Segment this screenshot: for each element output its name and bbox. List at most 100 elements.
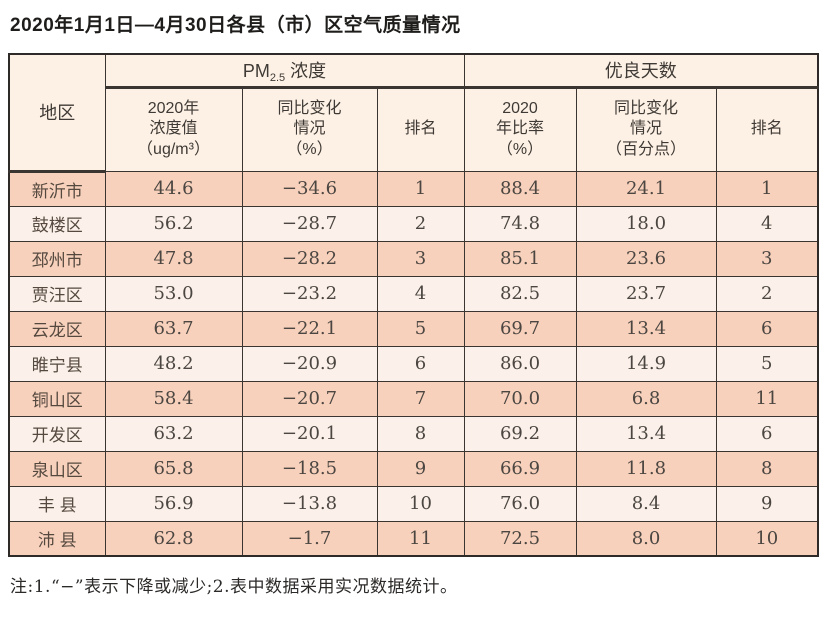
days-rank-cell: 1 [715, 170, 819, 207]
days-rate-cell: 70.0 [463, 380, 577, 417]
days-change-cell: 8.4 [575, 485, 717, 522]
days-rank-cell: 6 [715, 415, 819, 452]
pm25-label-subscript: 2.5 [269, 71, 286, 84]
days-rank-cell: 8 [715, 450, 819, 487]
region-cell: 贾汪区 [8, 275, 106, 312]
days-change-cell: 18.0 [575, 205, 717, 242]
pm-rank-cell: 10 [376, 485, 465, 522]
pm25-label-prefix: PM [242, 60, 270, 81]
region-cell: 睢宁县 [8, 345, 106, 382]
pm-change-cell: −20.7 [241, 380, 378, 417]
days-rank-cell: 11 [715, 380, 819, 417]
days-rank-cell: 6 [715, 310, 819, 347]
days-rank-cell: 10 [715, 520, 819, 557]
pm-rank-cell: 4 [376, 275, 465, 312]
days-rate-cell: 86.0 [463, 345, 577, 382]
table-row: 铜山区 58.4 −20.7 7 70.0 6.8 11 [8, 380, 819, 417]
days-change-cell: 8.0 [575, 520, 717, 557]
header-days-group: 优良天数 [463, 53, 819, 89]
region-cell: 鼓楼区 [8, 205, 106, 242]
days-change-cell: 13.4 [575, 310, 717, 347]
pm-change-cell: −18.5 [241, 450, 378, 487]
header-days-rate: 2020 年比率 （%） [463, 86, 577, 172]
pm-rank-cell: 3 [376, 240, 465, 277]
table-row: 鼓楼区 56.2 −28.7 2 74.8 18.0 4 [8, 205, 819, 242]
table-header: 地区 PM2.5 浓度 优良天数 2020年 浓度值 （ug/m³） 同比变化 … [8, 53, 819, 173]
pm-change-cell: −28.7 [241, 205, 378, 242]
table-row: 丰 县 56.9 −13.8 10 76.0 8.4 9 [8, 485, 819, 522]
pm-value-cell: 53.0 [104, 275, 243, 312]
days-change-cell: 11.8 [575, 450, 717, 487]
pm-value-cell: 63.7 [104, 310, 243, 347]
pm-value-cell: 56.2 [104, 205, 243, 242]
days-rate-cell: 69.2 [463, 415, 577, 452]
table-row: 泉山区 65.8 −18.5 9 66.9 11.8 8 [8, 450, 819, 487]
header-pm-rank: 排名 [376, 86, 465, 172]
days-change-cell: 13.4 [575, 415, 717, 452]
days-rate-cell: 66.9 [463, 450, 577, 487]
pm-value-cell: 47.8 [104, 240, 243, 277]
pm-value-cell: 65.8 [104, 450, 243, 487]
region-cell: 泉山区 [8, 450, 106, 487]
days-rank-cell: 2 [715, 275, 819, 312]
table-body: 新沂市 44.6 −34.6 1 88.4 24.1 1 鼓楼区 56.2 −2… [8, 170, 819, 557]
table-row: 新沂市 44.6 −34.6 1 88.4 24.1 1 [8, 170, 819, 207]
region-cell: 新沂市 [8, 170, 106, 207]
pm-change-cell: −34.6 [241, 170, 378, 207]
table-row: 云龙区 63.7 −22.1 5 69.7 13.4 6 [8, 310, 819, 347]
pm-change-cell: −13.8 [241, 485, 378, 522]
pm-rank-cell: 1 [376, 170, 465, 207]
table-row: 沛 县 62.8 −1.7 11 72.5 8.0 10 [8, 520, 819, 557]
pm-rank-cell: 8 [376, 415, 465, 452]
pm-change-cell: −20.1 [241, 415, 378, 452]
days-rate-cell: 69.7 [463, 310, 577, 347]
days-rank-cell: 5 [715, 345, 819, 382]
region-cell: 丰 县 [8, 485, 106, 522]
days-rate-cell: 88.4 [463, 170, 577, 207]
header-days-rank: 排名 [715, 86, 819, 172]
table-row: 睢宁县 48.2 −20.9 6 86.0 14.9 5 [8, 345, 819, 382]
pm-rank-cell: 9 [376, 450, 465, 487]
pm-value-cell: 62.8 [104, 520, 243, 557]
days-change-cell: 23.6 [575, 240, 717, 277]
days-rank-cell: 9 [715, 485, 819, 522]
header-group-row: 地区 PM2.5 浓度 优良天数 [8, 53, 819, 173]
table-row: 开发区 63.2 −20.1 8 69.2 13.4 6 [8, 415, 819, 452]
page-title: 2020年1月1日—4月30日各县（市）区空气质量情况 [10, 15, 461, 36]
air-quality-table: 地区 PM2.5 浓度 优良天数 2020年 浓度值 （ug/m³） 同比变化 … [8, 53, 820, 557]
header-pm-change: 同比变化 情况 （%） [241, 86, 378, 172]
pm-rank-cell: 2 [376, 205, 465, 242]
days-change-cell: 24.1 [575, 170, 717, 207]
region-cell: 铜山区 [8, 380, 106, 417]
pm-change-cell: −22.1 [241, 310, 378, 347]
region-cell: 云龙区 [8, 310, 106, 347]
region-cell: 邳州市 [8, 240, 106, 277]
days-rank-cell: 3 [715, 240, 819, 277]
days-rate-cell: 85.1 [463, 240, 577, 277]
days-change-cell: 14.9 [575, 345, 717, 382]
days-change-cell: 6.8 [575, 380, 717, 417]
days-rank-cell: 4 [715, 205, 819, 242]
footnote: 注:1.“−”表示下降或减少;2.表中数据采用实况数据统计。 [10, 577, 458, 597]
days-rate-cell: 82.5 [463, 275, 577, 312]
pm-change-cell: −28.2 [241, 240, 378, 277]
header-pm25-group: PM2.5 浓度 [104, 53, 465, 89]
pm-rank-cell: 11 [376, 520, 465, 557]
pm-rank-cell: 6 [376, 345, 465, 382]
header-region: 地区 [8, 53, 106, 173]
pm-value-cell: 44.6 [104, 170, 243, 207]
days-rate-cell: 72.5 [463, 520, 577, 557]
pm-value-cell: 58.4 [104, 380, 243, 417]
days-rate-cell: 76.0 [463, 485, 577, 522]
pm-change-cell: −23.2 [241, 275, 378, 312]
pm-value-cell: 56.9 [104, 485, 243, 522]
header-sub-row: 2020年 浓度值 （ug/m³） 同比变化 情况 （%） 排名 2020 年比… [9, 86, 819, 172]
pm-change-cell: −1.7 [241, 520, 378, 557]
pm-rank-cell: 7 [376, 380, 465, 417]
pm-value-cell: 63.2 [104, 415, 243, 452]
days-rate-cell: 74.8 [463, 205, 577, 242]
pm25-label-suffix: 浓度 [285, 60, 327, 81]
header-pm-value: 2020年 浓度值 （ug/m³） [104, 86, 243, 172]
region-cell: 开发区 [8, 415, 106, 452]
